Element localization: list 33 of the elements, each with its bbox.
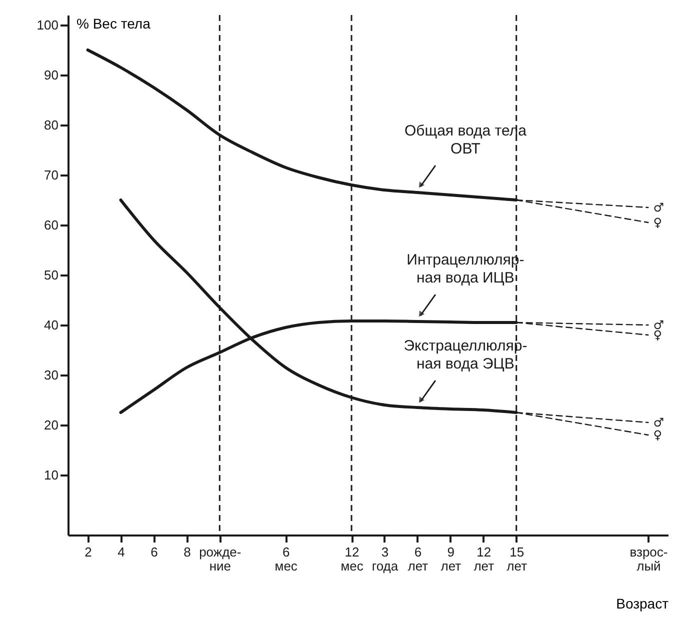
y-tick-label: 60: [44, 218, 58, 232]
y-axis-title: % Вес тела: [76, 16, 151, 32]
annotation: Общая вода тела ОВТ: [404, 122, 528, 158]
annotation: Интрацеллюляр- ная вода ИЦВ: [406, 252, 524, 286]
x-tick-label: 12 лет: [474, 544, 494, 574]
x-tick-label: 6: [150, 544, 158, 560]
annotation: ♀: [653, 428, 662, 442]
y-tick-label: 80: [44, 118, 58, 132]
annotation: ♀: [653, 328, 662, 342]
y-tick-label: 20: [44, 418, 58, 432]
x-axis-title: Возраст: [616, 596, 670, 612]
annotation: Экстрацеллюляр- ная вода ЭЦВ: [404, 338, 528, 372]
y-tick-label: 40: [44, 318, 58, 332]
x-tick-label: 6 лет: [408, 544, 428, 574]
y-tick-label: 10: [44, 468, 58, 482]
y-tick-label: 50: [44, 268, 58, 282]
x-tick-label: 15 лет: [506, 544, 528, 574]
y-tick-label: 100: [36, 18, 58, 32]
x-tick-label: рожде- ние: [199, 544, 242, 574]
x-tick-label: взрос- лый: [630, 544, 668, 574]
x-tick-label: 4: [118, 544, 125, 560]
x-tick-label: 8: [184, 544, 191, 560]
annotation: ♀: [653, 216, 662, 230]
annotation: ♂: [653, 200, 664, 214]
x-tick-label: 9 лет: [440, 544, 462, 574]
y-tick-label: 30: [44, 368, 58, 382]
y-tick-label: 70: [44, 168, 58, 182]
x-tick-label: 2: [84, 544, 92, 560]
x-tick-label: 12 мес: [340, 544, 364, 574]
x-tick-label: 3 года: [372, 544, 399, 574]
annotation: ♂: [653, 416, 664, 430]
y-tick-label: 90: [44, 68, 58, 82]
x-tick-label: 6 мес: [274, 544, 298, 574]
